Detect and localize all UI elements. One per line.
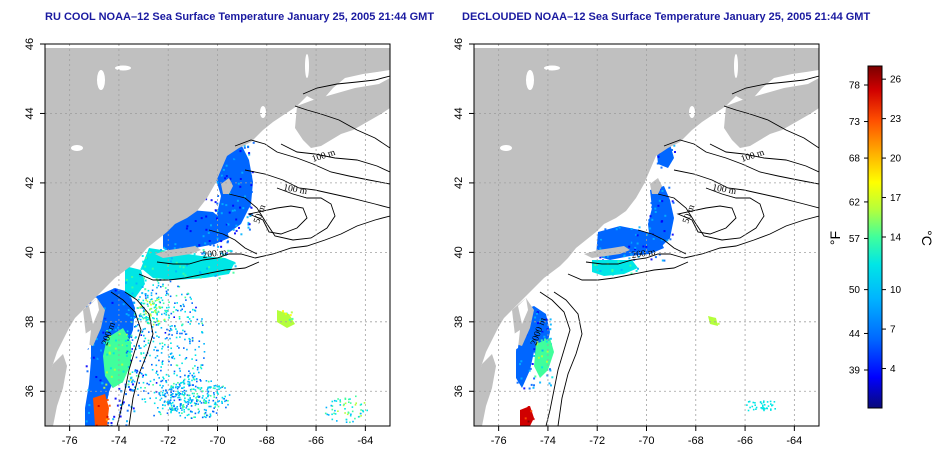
colorbar-f-label: 78 <box>849 81 861 92</box>
x-tick-label: -68 <box>688 435 704 447</box>
x-tick-label: -74 <box>540 435 556 447</box>
sst-patch <box>534 338 554 378</box>
x-tick-label: -74 <box>111 435 127 447</box>
colorbar-f-label: 44 <box>849 329 861 340</box>
map-panel-right: DECLOUDED NOAA–12 Sea Surface Temperatur… <box>453 11 870 447</box>
y-tick-label: 46 <box>24 38 36 50</box>
colorbar-c-label: 20 <box>890 154 902 165</box>
colorbar-c-label: 23 <box>890 114 902 125</box>
colorbar-gradient <box>867 65 883 409</box>
colorbar-c-label: 17 <box>890 193 902 204</box>
y-tick-label: 42 <box>24 177 36 189</box>
x-tick-label: -66 <box>308 435 324 447</box>
map-title: DECLOUDED NOAA–12 Sea Surface Temperatur… <box>462 11 870 23</box>
colorbar-unit-f: °F <box>827 231 843 245</box>
y-tick-label: 42 <box>453 177 465 189</box>
map-gridlines <box>45 44 390 426</box>
y-tick-label: 38 <box>453 316 465 328</box>
y-tick-label: 40 <box>24 246 36 258</box>
colorbar-c-label: 26 <box>890 75 902 86</box>
colorbar: 26 23 20 17 14 10 7 4 78 73 68 62 57 50 44 39 °F °C <box>827 65 935 409</box>
x-tick-label: -68 <box>259 435 275 447</box>
map-gridlines <box>474 44 819 426</box>
x-tick-label: -64 <box>786 435 802 447</box>
x-tick-label: -72 <box>589 435 605 447</box>
colorbar-f-label: 50 <box>849 285 861 296</box>
sst-patch <box>277 310 295 328</box>
colorbar-f-label: 73 <box>849 117 861 128</box>
sst-patch <box>103 328 131 388</box>
x-tick-label: -64 <box>357 435 373 447</box>
colorbar-c-label: 14 <box>890 233 902 244</box>
y-tick-label: 44 <box>453 107 465 119</box>
contour-label: 200 m <box>631 248 657 261</box>
x-tick-label: -70 <box>639 435 655 447</box>
x-tick-label: -76 <box>62 435 78 447</box>
y-tick-label: 40 <box>453 246 465 258</box>
y-tick-label: 46 <box>453 38 465 50</box>
colorbar-f-label: 39 <box>849 366 861 377</box>
map-panel-left: RU COOL NOAA–12 Sea Surface Temperature … <box>24 11 434 447</box>
contour-label: 200 m <box>202 248 228 261</box>
x-tick-label: -72 <box>160 435 176 447</box>
colorbar-c-label: 4 <box>890 364 896 375</box>
colorbar-unit-c: °C <box>919 230 935 246</box>
x-tick-label: -66 <box>737 435 753 447</box>
colorbar-c-label: 10 <box>890 285 902 296</box>
x-tick-label: -76 <box>491 435 507 447</box>
y-tick-label: 44 <box>24 107 36 119</box>
y-tick-label: 38 <box>24 316 36 328</box>
contour-label: 100 m <box>711 183 737 197</box>
y-tick-label: 36 <box>24 385 36 397</box>
colorbar-f-label: 68 <box>849 154 861 165</box>
x-tick-label: -70 <box>210 435 226 447</box>
map-title: RU COOL NOAA–12 Sea Surface Temperature … <box>45 11 434 23</box>
colorbar-c-label: 7 <box>890 325 896 336</box>
contour-label: 100 m <box>282 183 308 197</box>
y-tick-label: 36 <box>453 385 465 397</box>
colorbar-f-label: 57 <box>849 234 861 245</box>
colorbar-f-label: 62 <box>849 197 861 208</box>
